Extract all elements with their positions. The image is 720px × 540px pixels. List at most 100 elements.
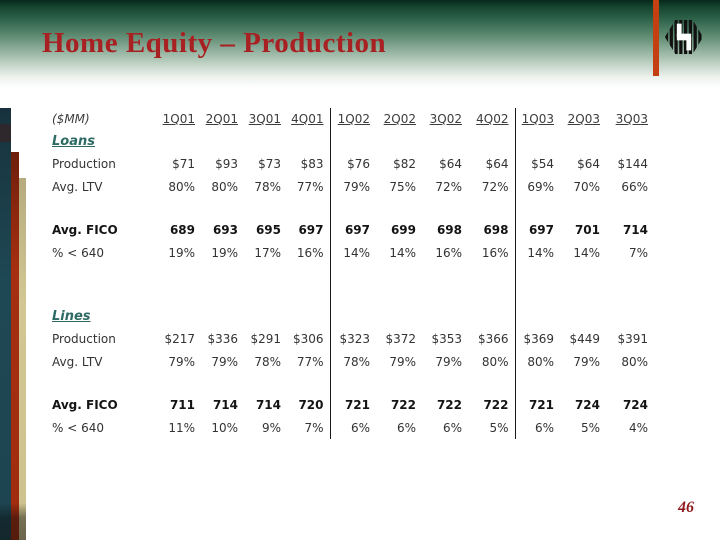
row-label: Production bbox=[52, 156, 116, 171]
value-cell bbox=[244, 198, 287, 218]
row-label: Avg. LTV bbox=[52, 179, 103, 194]
table-row: % < 640 11% 10% 9% 7% 6% 6% 6% 5% 6% 5% 4% bbox=[50, 416, 654, 439]
value-cell bbox=[606, 373, 654, 393]
unit-label: ($MM) bbox=[52, 112, 90, 126]
production-table: ($MM) 1Q01 2Q01 3Q01 4Q01 1Q02 2Q02 3Q02 4Q02 1Q0… bbox=[50, 108, 654, 439]
value-cell bbox=[560, 373, 606, 393]
table-row: Avg. LTV 80% 80% 78% 77% 79% 75% 72% 72% 69% 70% 66… bbox=[50, 175, 654, 198]
value-cell: $64 bbox=[468, 152, 516, 175]
value-cell: 5% bbox=[468, 416, 516, 439]
value-cell: 724 bbox=[574, 397, 600, 412]
value-cell: 78% bbox=[343, 354, 370, 369]
value-cell: 724 bbox=[622, 397, 648, 412]
left-edge-bar-shadow bbox=[0, 503, 26, 540]
value-cell bbox=[287, 264, 331, 305]
value-cell: 689 bbox=[169, 222, 195, 237]
value-cell: 80% bbox=[211, 179, 238, 194]
production-table-body: ($MM) 1Q01 2Q01 3Q01 4Q01 1Q02 2Q02 3Q02 4Q02 1Q0… bbox=[50, 108, 654, 439]
value-cell: 16% bbox=[287, 241, 331, 264]
value-cell: 6% bbox=[396, 420, 416, 435]
value-cell: 14% bbox=[527, 245, 554, 260]
value-cell: 77% bbox=[287, 175, 331, 198]
value-cell bbox=[201, 198, 244, 218]
value-cell: 714 bbox=[622, 222, 648, 237]
value-cell: $391 bbox=[617, 331, 648, 346]
value-cell: 5% bbox=[580, 420, 600, 435]
value-cell: 14% bbox=[343, 245, 370, 260]
value-cell: 66% bbox=[621, 179, 648, 194]
value-cell bbox=[201, 264, 244, 305]
value-cell: 78% bbox=[254, 354, 281, 369]
value-cell: 698 bbox=[468, 218, 516, 241]
column-header: 2Q02 bbox=[383, 112, 416, 126]
value-cell: 701 bbox=[574, 222, 600, 237]
value-cell: $64 bbox=[577, 156, 600, 171]
value-cell bbox=[468, 264, 516, 305]
value-cell bbox=[606, 198, 654, 218]
value-cell bbox=[330, 264, 376, 305]
value-cell: $73 bbox=[258, 156, 281, 171]
value-cell: 80% bbox=[168, 179, 195, 194]
value-cell bbox=[560, 305, 606, 327]
value-cell: 72% bbox=[435, 179, 462, 194]
value-cell: 72% bbox=[468, 175, 516, 198]
column-header: 3Q01 bbox=[248, 112, 281, 126]
value-cell: $353 bbox=[431, 331, 462, 346]
value-cell: 19% bbox=[168, 245, 195, 260]
value-cell bbox=[158, 373, 201, 393]
value-cell: 720 bbox=[287, 393, 331, 416]
value-cell: 693 bbox=[212, 222, 238, 237]
section-label-row: Loans bbox=[50, 130, 654, 152]
section-spacer-row bbox=[50, 264, 654, 305]
value-cell: 70% bbox=[573, 179, 600, 194]
value-cell bbox=[468, 130, 516, 152]
column-header: 3Q02 bbox=[429, 112, 462, 126]
value-cell bbox=[244, 130, 287, 152]
left-edge-bar-patch bbox=[0, 124, 11, 142]
table-row: Avg. LTV 79% 79% 78% 77% 78% 79% 79% 80% 80% 79% 80… bbox=[50, 350, 654, 373]
value-cell: $144 bbox=[617, 156, 648, 171]
value-cell: 6% bbox=[534, 420, 554, 435]
row-spacer bbox=[50, 198, 654, 218]
value-cell: 6% bbox=[442, 420, 462, 435]
value-cell bbox=[330, 373, 376, 393]
row-label: Avg. LTV bbox=[52, 354, 103, 369]
table-cell bbox=[50, 264, 158, 305]
value-cell: 80% bbox=[527, 354, 554, 369]
value-cell bbox=[422, 198, 468, 218]
value-cell bbox=[287, 373, 331, 393]
value-cell: $82 bbox=[393, 156, 416, 171]
value-cell: 79% bbox=[168, 354, 195, 369]
value-cell bbox=[330, 305, 376, 327]
table-cell bbox=[50, 198, 158, 218]
value-cell bbox=[560, 130, 606, 152]
value-cell: 79% bbox=[211, 354, 238, 369]
value-cell: 722 bbox=[468, 393, 516, 416]
value-cell: 69% bbox=[527, 179, 554, 194]
value-cell: 722 bbox=[390, 397, 416, 412]
value-cell: 14% bbox=[573, 245, 600, 260]
value-cell: 11% bbox=[168, 420, 195, 435]
row-label: % < 640 bbox=[52, 245, 104, 260]
value-cell: $83 bbox=[287, 152, 331, 175]
value-cell: 699 bbox=[390, 222, 416, 237]
value-cell: 14% bbox=[389, 245, 416, 260]
value-cell: $449 bbox=[569, 331, 600, 346]
value-cell: 79% bbox=[573, 354, 600, 369]
value-cell bbox=[515, 130, 560, 152]
value-cell: $93 bbox=[215, 156, 238, 171]
value-cell: 77% bbox=[287, 350, 331, 373]
value-cell: 714 bbox=[255, 397, 281, 412]
value-cell bbox=[422, 264, 468, 305]
value-cell: $336 bbox=[207, 331, 238, 346]
value-cell bbox=[376, 264, 422, 305]
value-cell bbox=[560, 198, 606, 218]
value-cell: 16% bbox=[468, 241, 516, 264]
value-cell: 80% bbox=[621, 354, 648, 369]
section-label-row: Lines bbox=[50, 305, 654, 327]
column-header: 1Q01 bbox=[162, 112, 195, 126]
value-cell bbox=[201, 305, 244, 327]
value-cell: $217 bbox=[164, 331, 195, 346]
table-row: Avg. FICO 689 693 695 697 697 699 698 698 697 701 7… bbox=[50, 218, 654, 241]
value-cell: 79% bbox=[343, 179, 370, 194]
